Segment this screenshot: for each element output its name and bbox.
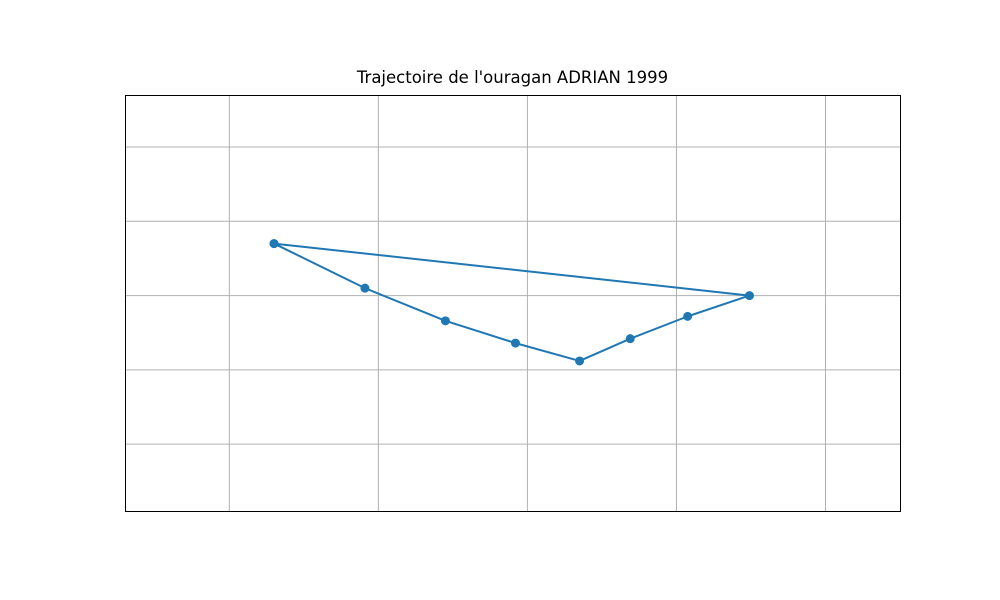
track-point-7 — [744, 291, 754, 301]
track-point-8 — [269, 239, 279, 249]
track-point-3 — [510, 338, 520, 348]
track-point-4 — [575, 356, 585, 366]
track-point-6 — [683, 311, 693, 321]
plot-frame — [125, 95, 901, 512]
track-point-5 — [625, 334, 635, 344]
series-group — [269, 239, 754, 366]
chart-title: Trajectoire de l'ouragan ADRIAN 1999 — [356, 68, 669, 87]
track-point-2 — [440, 316, 450, 326]
grid — [125, 95, 900, 511]
track-point-1 — [360, 283, 370, 293]
